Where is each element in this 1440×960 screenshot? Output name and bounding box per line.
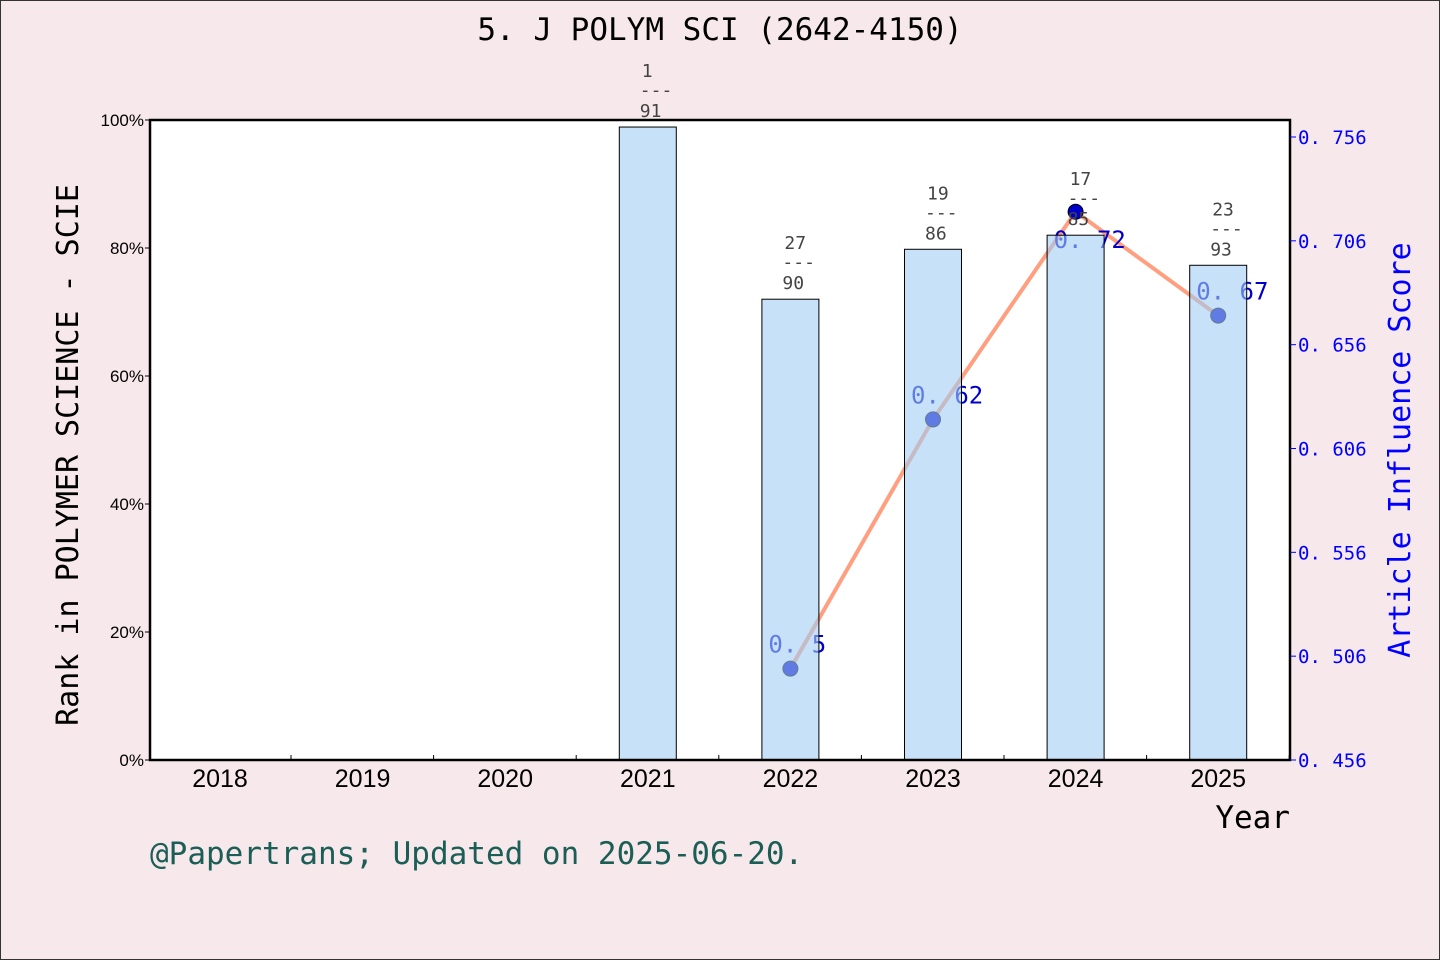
y2-tick-label: 0. 656 xyxy=(1298,335,1367,357)
y2-tick-label: 0. 706 xyxy=(1298,231,1367,253)
bar-rank: 23 xyxy=(1212,199,1234,220)
bar-rank: 17 xyxy=(1070,169,1092,190)
bar-total: 90 xyxy=(782,273,804,294)
bar-total: 85 xyxy=(1068,209,1090,230)
y-tick-label: 100% xyxy=(101,111,144,130)
plot-border xyxy=(148,118,1292,762)
y-tick-label: 0% xyxy=(119,751,144,770)
line-point xyxy=(1067,203,1084,220)
footer-text: @Papertrans; Updated on 2025-06-20. xyxy=(150,836,804,872)
y2-tick-label: 0. 506 xyxy=(1298,646,1367,668)
bar-divider: --- xyxy=(782,252,815,273)
x-tick-label: 2025 xyxy=(1190,765,1246,793)
y-tick-label: 20% xyxy=(110,623,144,642)
bar-total: 86 xyxy=(925,223,947,244)
bar xyxy=(1189,264,1248,761)
x-tick-label: 2022 xyxy=(763,765,819,793)
bar-total: 93 xyxy=(1210,239,1232,260)
x-tick-label: 2023 xyxy=(905,765,961,793)
y-tick-label: 80% xyxy=(110,239,144,258)
plot-area xyxy=(150,120,1290,760)
bar-total: 91 xyxy=(640,101,662,122)
x-tick-label: 2019 xyxy=(335,765,391,793)
bar-rank: 27 xyxy=(784,233,806,254)
bar xyxy=(761,298,820,761)
bar-divider: --- xyxy=(925,202,958,223)
y2-tick-label: 0. 606 xyxy=(1298,439,1367,461)
y-tick-label: 40% xyxy=(110,495,144,514)
y2-tick-label: 0. 756 xyxy=(1298,127,1367,149)
bar-divider: --- xyxy=(1210,218,1243,239)
x-tick-label: 2021 xyxy=(620,765,676,793)
bar-divider: --- xyxy=(640,80,673,101)
y-tick-label: 60% xyxy=(110,367,144,386)
y2-tick-label: 0. 556 xyxy=(1298,542,1367,564)
y-axis-label: Rank in POLYMER SCIENCE - SCIE xyxy=(51,184,86,726)
bar xyxy=(904,248,962,761)
bar xyxy=(1046,234,1105,761)
y2-tick-label: 0. 456 xyxy=(1298,750,1367,772)
chart-title: 5. J POLYM SCI (2642-4150) xyxy=(477,12,962,48)
x-tick-label: 2020 xyxy=(477,765,533,793)
bar-rank: 19 xyxy=(927,183,949,204)
bar-rank: 1 xyxy=(642,61,653,82)
bar-divider: --- xyxy=(1068,188,1101,209)
x-axis-label: Year xyxy=(1215,800,1290,836)
y2-axis-label: Article Influence Score xyxy=(1383,242,1418,657)
bar xyxy=(618,126,677,761)
x-tick-label: 2018 xyxy=(192,765,248,793)
x-tick-label: 2024 xyxy=(1048,765,1104,793)
series-line xyxy=(788,208,1220,670)
